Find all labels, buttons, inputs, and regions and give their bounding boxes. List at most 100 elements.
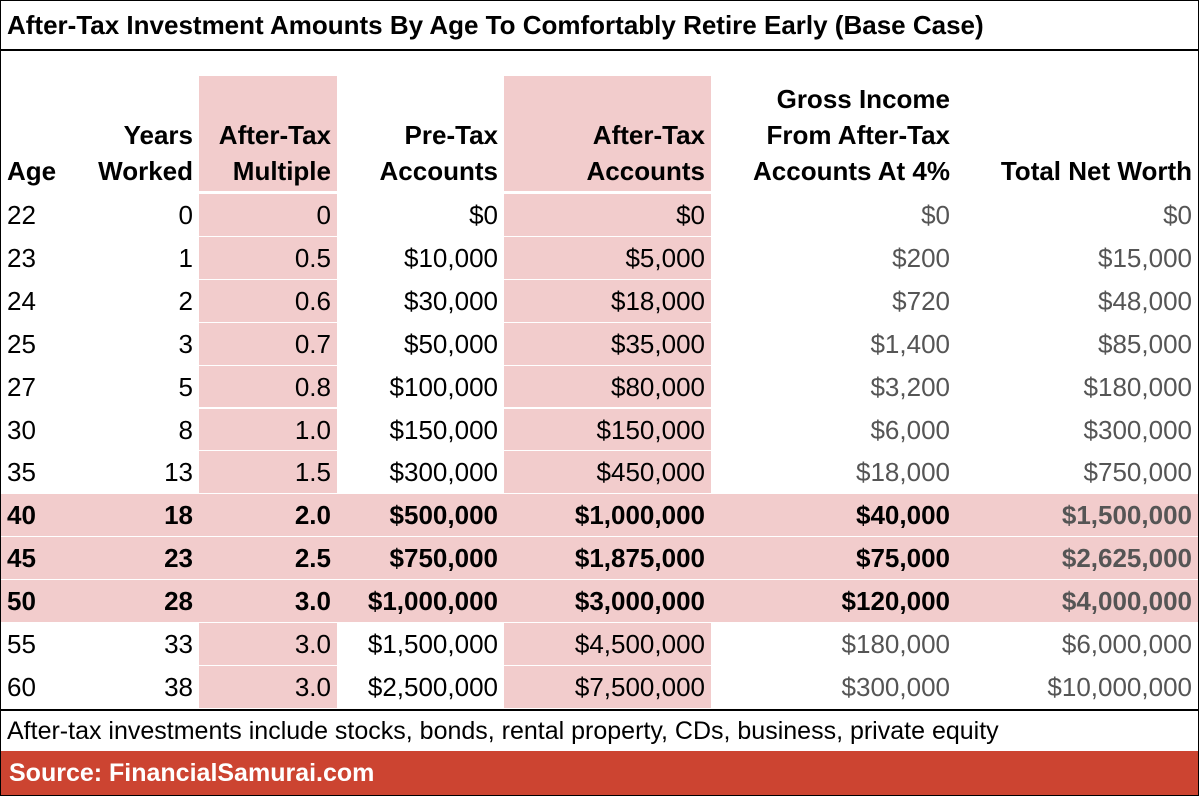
source: Source: FinancialSamurai.com [9,759,375,787]
table-cell: $180,000 [841,629,950,659]
table-cell: 3.0 [199,623,337,665]
header-cell: Gross Income [776,84,950,114]
table-cell: $200 [892,242,950,273]
table-cell: 0 [199,194,337,236]
note: After-tax investments include stocks, bo… [7,717,999,745]
table-cell: $180,000 [1083,371,1192,402]
table-cell: $4,500,000 [504,623,711,665]
table-cell: $500,000 [337,494,504,537]
table-cell: 30 [7,414,36,445]
table-cell: $80,000 [504,365,711,408]
table-cell: $0 [921,200,950,230]
table-cell: 55 [7,629,36,659]
table-cell: 1.0 [199,408,337,451]
table-cell: $720 [892,285,950,316]
table-cell: $300,000 [841,671,950,702]
table-cell: $75,000 [711,537,956,580]
title: After-Tax Investment Amounts By Age To C… [7,10,984,40]
table-cell: $40,000 [711,494,956,537]
table-cell: 0.6 [199,279,337,322]
table-cell: 60 [7,671,36,702]
header-cell: Age [7,156,57,186]
table-cell: $1,400 [870,328,950,359]
table-cell: $35,000 [504,322,711,365]
table-cell: 0.7 [199,322,337,365]
rule [1,709,1198,711]
table-cell: $4,000,000 [956,580,1198,622]
table-cell: 2.0 [199,494,337,537]
table-cell: 28 [81,580,199,622]
table-cell: $6,000 [870,414,950,445]
table-cell: $0 [1163,200,1192,230]
header-cell: Accounts At 4% [753,156,950,186]
table-cell: $750,000 [1083,457,1192,488]
table-cell: $5,000 [504,236,711,279]
table-cell: $3,200 [870,371,950,402]
table-cell: $15,000 [1098,242,1192,273]
header-cell: Accounts [379,156,498,186]
table-cell: 3.0 [199,665,337,708]
table-cell: $100,000 [389,371,498,402]
table-cell: 50 [1,580,81,622]
table-cell: 40 [1,494,81,537]
table-cell: 27 [7,371,36,402]
table-cell: $18,000 [504,279,711,322]
table-cell: 8 [178,414,193,445]
table-cell: $30,000 [404,285,498,316]
column-highlight [504,76,711,191]
column-highlight [199,76,337,191]
table-cell: 22 [7,200,36,230]
table-cell: 3.0 [199,580,337,622]
table-cell: $2,625,000 [956,537,1198,580]
table-cell: $50,000 [404,328,498,359]
table-cell: 33 [164,629,193,659]
table-cell: $6,000,000 [1061,629,1192,659]
header-cell: Years [123,120,193,150]
table-cell: 23 [81,537,199,580]
table-cell: 1.5 [199,451,337,494]
table-cell: 23 [7,242,36,273]
table-cell: $85,000 [1098,328,1192,359]
table-cell: 3 [178,328,193,359]
table-cell: 2.5 [199,537,337,580]
table-cell: $120,000 [711,580,956,622]
table-cell: 1 [178,242,193,273]
table-cell: $0 [504,194,711,236]
header-cell: From After-Tax [766,120,950,150]
table-cell: $1,500,000 [367,629,498,659]
table-cell: $450,000 [504,451,711,494]
table-cell: $0 [469,200,498,230]
table-cell: 0.8 [199,365,337,408]
table-cell: 0 [178,200,193,230]
table-cell: $10,000 [404,242,498,273]
table-cell: 5 [178,371,193,402]
table-cell: 0.5 [199,236,337,279]
table-cell: $1,500,000 [956,494,1198,537]
header-cell: After-Tax [592,120,705,150]
table-cell: $300,000 [389,457,498,488]
table-cell: 45 [1,537,81,580]
table-cell: 2 [178,285,193,316]
table-cell: $300,000 [1083,414,1192,445]
table-cell: $750,000 [337,537,504,580]
table-cell: 38 [164,671,193,702]
header-cell: Worked [98,156,193,186]
table-cell: 35 [7,457,36,488]
table-cell: 24 [7,285,36,316]
header-cell: Pre-Tax [404,120,498,150]
table-cell: 25 [7,328,36,359]
rule [1,49,1198,51]
table-cell: 13 [164,457,193,488]
table-cell: $1,000,000 [504,494,711,537]
table-cell: $18,000 [856,457,950,488]
table-cell: $2,500,000 [367,671,498,702]
table-cell: 18 [81,494,199,537]
table-cell: $150,000 [504,408,711,451]
table-cell: $1,000,000 [337,580,504,622]
table-cell: $3,000,000 [504,580,711,622]
table-cell: $150,000 [389,414,498,445]
table-cell: $1,875,000 [504,537,711,580]
header-cell: After-Tax [218,120,331,150]
table-cell: $10,000,000 [1047,671,1192,702]
